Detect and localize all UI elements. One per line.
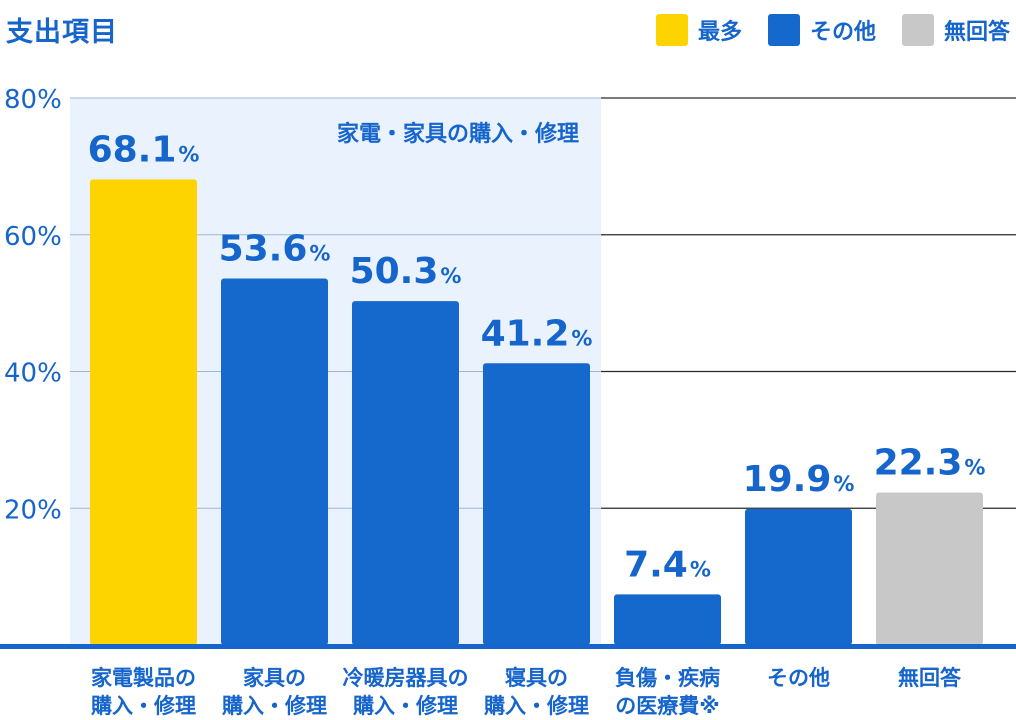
bar-5 (745, 508, 852, 645)
value-label: 50.3% (350, 251, 462, 292)
category-label: 寝具の購入・修理 (483, 666, 589, 718)
bar-0 (90, 179, 197, 645)
y-tick-label: 60% (4, 222, 62, 252)
bar-6 (876, 492, 983, 645)
highlight-annotation: 家電・家具の購入・修理 (337, 121, 579, 147)
category-label: 負傷・疾病の医療費※ (615, 666, 720, 718)
legend: 最多 その他 無回答 (655, 14, 1010, 46)
category-label: 家具の購入・修理 (221, 666, 327, 718)
value-label: 41.2% (481, 313, 593, 354)
value-label: 7.4% (624, 544, 711, 585)
bar-3 (483, 363, 590, 645)
legend-swatch-other (767, 14, 800, 46)
y-tick-label: 20% (4, 495, 62, 525)
legend-swatch-no-answer (901, 14, 934, 46)
bar-4 (614, 594, 721, 645)
value-label: 68.1% (88, 129, 200, 170)
bar-2 (352, 301, 459, 645)
legend-item-most: 最多 (655, 14, 742, 46)
category-label: 冷暖房器具の購入・修理 (343, 666, 469, 718)
category-label: 無回答 (898, 666, 962, 690)
legend-item-no-answer: 無回答 (901, 14, 1010, 46)
legend-label-no-answer: 無回答 (943, 20, 1010, 45)
value-label: 53.6% (219, 229, 331, 270)
category-label: 家電製品の購入・修理 (90, 666, 196, 718)
legend-swatch-most (655, 14, 688, 46)
y-tick-label: 80% (4, 85, 62, 115)
legend-item-other: その他 (767, 14, 876, 46)
x-axis-line (0, 644, 1016, 649)
legend-label-most: 最多 (697, 20, 742, 45)
category-label: その他 (767, 666, 830, 690)
value-label: 19.9% (743, 459, 855, 500)
chart-title: 支出項目 (6, 17, 118, 48)
y-tick-label: 40% (4, 359, 62, 389)
legend-label-other: その他 (809, 20, 876, 45)
value-label: 22.3% (874, 443, 986, 484)
bar-1 (221, 278, 328, 645)
